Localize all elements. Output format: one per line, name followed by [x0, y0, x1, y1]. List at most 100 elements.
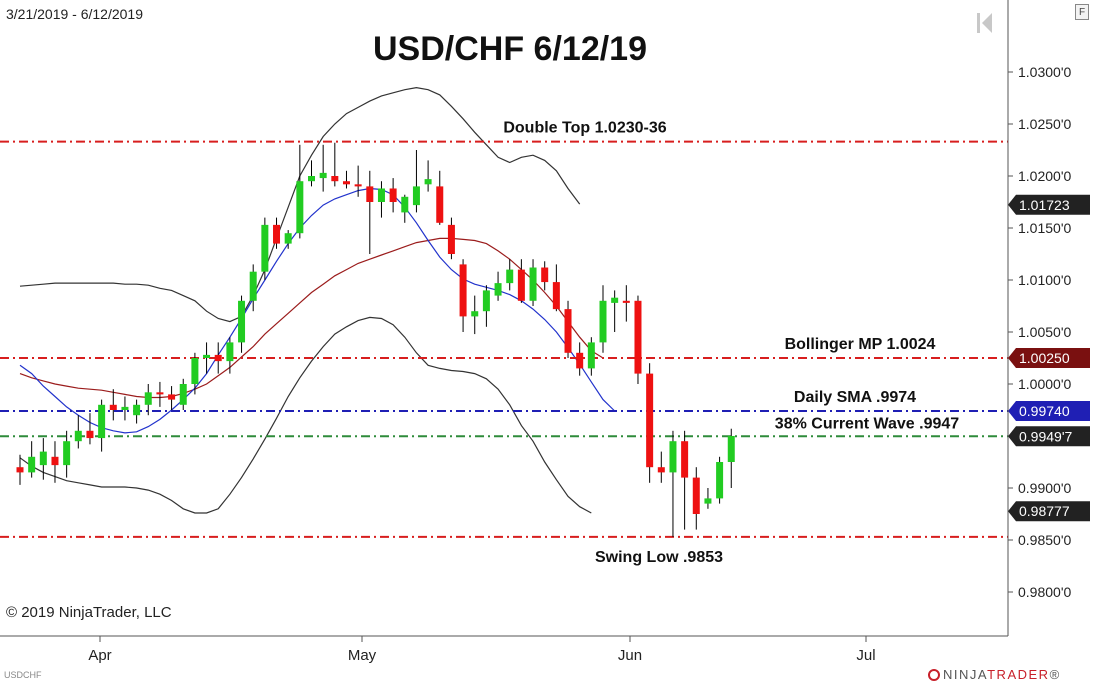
symbol-label: USDCHF: [4, 670, 42, 680]
brand-logo: NINJATRADER®: [928, 667, 1061, 682]
candle-body: [389, 188, 397, 202]
candle-body: [716, 462, 724, 499]
candle-body: [447, 224, 455, 254]
scroll-to-start-icon[interactable]: [975, 10, 995, 36]
price-tag: [1008, 348, 1090, 368]
candle-body: [98, 404, 106, 439]
bollinger-mid-line: [19, 237, 604, 399]
candle-body: [342, 181, 350, 185]
candle-body: [436, 186, 444, 223]
candle-body: [261, 224, 269, 272]
candle-body: [552, 282, 560, 310]
flag-button[interactable]: F: [1075, 4, 1089, 20]
y-tick-label: 0.9850'0: [1018, 532, 1071, 548]
brand-accent: TRADER: [987, 667, 1050, 682]
level-label: Bollinger MP 1.0024: [785, 336, 936, 353]
price-tag-label: 0.9949'7: [1019, 428, 1072, 444]
candle-body: [541, 267, 549, 283]
candle-body: [412, 186, 420, 206]
indicator-lines: [19, 86, 616, 514]
candle-body: [238, 300, 246, 343]
candle-body: [401, 196, 409, 213]
candle-body: [424, 179, 432, 185]
candle-body: [622, 300, 630, 303]
brand-mark-icon: [928, 669, 940, 681]
x-tick-label: Jul: [856, 647, 875, 664]
candle-body: [482, 290, 490, 312]
candle-body: [249, 271, 257, 301]
candle-body: [471, 311, 479, 317]
y-tick-label: 1.0000'0: [1018, 376, 1071, 392]
candle-body: [179, 384, 187, 405]
level-label: Swing Low .9853: [595, 549, 723, 566]
candle-body: [354, 184, 362, 187]
candlesticks: [16, 142, 735, 537]
price-tag-label: 0.98777: [1019, 503, 1070, 519]
brand-registered: ®: [1049, 667, 1061, 682]
x-tick-label: May: [348, 647, 377, 664]
bollinger-lower-line: [19, 316, 592, 514]
candle-body: [214, 354, 222, 362]
candle-body: [692, 477, 700, 514]
candle-body: [308, 176, 315, 182]
candle-body: [634, 300, 642, 374]
price-tag-label: 1.01723: [1019, 197, 1070, 213]
candle-body: [121, 406, 129, 410]
price-tag: [1008, 426, 1090, 447]
y-tick-label: 1.0100'0: [1018, 272, 1071, 288]
candle-body: [296, 181, 304, 234]
y-tick-label: 1.0300'0: [1018, 64, 1071, 80]
y-tick-label: 1.0050'0: [1018, 324, 1071, 340]
y-tick-label: 0.9900'0: [1018, 480, 1071, 496]
candle-body: [284, 233, 292, 244]
candle-body: [529, 267, 537, 301]
x-axis: Apr May Jun Jul: [0, 0, 1009, 664]
y-tick-label: 1.0250'0: [1018, 116, 1071, 132]
candle-body: [611, 297, 619, 303]
candle-body: [704, 498, 712, 504]
candle-body: [226, 342, 234, 362]
candle-body: [576, 352, 584, 369]
daily-sma-line: [19, 187, 616, 434]
x-tick-label: Jun: [618, 647, 642, 664]
candle-body: [144, 392, 152, 405]
candle-body: [366, 186, 374, 202]
candle-body: [599, 300, 607, 343]
candle-body: [74, 430, 82, 442]
candle-body: [564, 309, 572, 353]
candle-body: [28, 456, 36, 473]
price-tag: [1008, 401, 1090, 422]
candle-body: [517, 269, 525, 301]
copyright: © 2019 NinjaTrader, LLC: [6, 604, 172, 621]
horizontal-levels: [0, 140, 1008, 538]
candle-body: [506, 269, 514, 284]
candle-body: [168, 394, 176, 400]
level-label: Daily SMA .9974: [794, 389, 916, 406]
candle-body: [681, 441, 689, 478]
level-label: Double Top 1.0230-36: [503, 120, 666, 137]
candle-body: [39, 451, 47, 466]
candle-body: [669, 441, 677, 473]
candle-body: [646, 373, 654, 468]
candle-body: [133, 404, 141, 416]
date-range: 3/21/2019 - 6/12/2019: [6, 6, 144, 22]
candle-body: [377, 188, 385, 202]
price-tag: [1008, 194, 1090, 215]
price-tag-label: 1.00250: [1019, 350, 1070, 366]
x-tick-label: Apr: [88, 647, 111, 664]
y-tick-label: 1.0150'0: [1018, 220, 1071, 236]
candle-body: [156, 392, 164, 395]
price-tags: 1.01723 1.00250 0.99740 0.9949'7 0.98777: [1008, 194, 1090, 522]
candle-body: [109, 404, 117, 410]
candle-body: [203, 354, 211, 358]
chart-title: USD/CHF 6/12/19: [373, 30, 647, 68]
level-label: 38% Current Wave .9947: [775, 415, 959, 432]
level-labels: Double Top 1.0230-36 Bollinger MP 1.0024 D…: [503, 120, 959, 566]
candle-body: [63, 441, 71, 466]
price-tag: [1008, 501, 1090, 522]
candle-body: [51, 456, 59, 466]
candle-body: [86, 430, 94, 439]
candle-body: [16, 467, 24, 473]
candle-body: [587, 342, 595, 369]
